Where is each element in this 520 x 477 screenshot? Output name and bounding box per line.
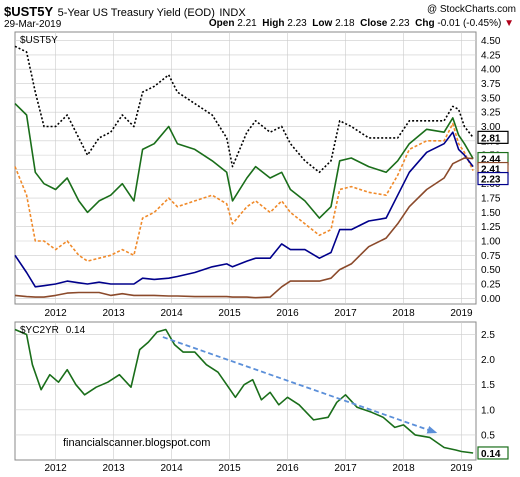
upper-x-tick-labels: 2012 2013 2014 2015 2016 2017 2018 2019 — [44, 308, 473, 319]
upper-y-tick-label: 1.50 — [481, 208, 501, 219]
upper-y-tick-label: 3.00 — [481, 122, 501, 133]
lower-last-value-text: 0.14 — [481, 449, 501, 460]
upper-x-tick-label: 2016 — [276, 308, 299, 319]
watermark: financialscanner.blogspot.com — [63, 437, 210, 449]
upper-y-tick-label: 0.75 — [481, 251, 501, 262]
upper-series-line-y10 — [14, 103, 474, 219]
close-label: Close — [360, 18, 388, 29]
quote-date: 29-Mar-2019 — [4, 19, 62, 30]
symbol: $UST5Y — [4, 4, 54, 19]
upper-panel-frame — [14, 31, 477, 305]
upper-y-tick-label: 3.75 — [481, 79, 501, 90]
lower-x-tick-labels: 2012 2013 2014 2015 2016 2017 2018 2019 — [44, 463, 473, 474]
lower-y-tick-label: 2.0 — [481, 355, 495, 366]
chg-value: -0.01 (-0.45%) — [437, 18, 502, 29]
upper-x-tick-label: 2018 — [392, 308, 415, 319]
lower-x-tick-label: 2015 — [218, 463, 241, 474]
upper-last-value-badge — [477, 171, 509, 186]
instrument-title: 5-Year US Treasury Yield (EOD) — [57, 7, 215, 19]
trend-arrow — [162, 336, 438, 434]
upper-x-tick-label: 2019 — [450, 308, 473, 319]
chart-header: $UST5Y 5-Year US Treasury Yield (EOD) IN… — [4, 2, 516, 32]
lower-series — [14, 328, 474, 454]
lower-panel-label: $YC2YR 0.14 — [20, 325, 86, 336]
upper-y-tick-label: 1.25 — [481, 222, 501, 233]
attribution: @ StockCharts.com — [426, 4, 516, 15]
upper-y-tick-label: 4.50 — [481, 36, 501, 47]
upper-last-value-badge — [477, 130, 509, 144]
exchange: INDX — [219, 7, 246, 19]
upper-x-tick-label: 2015 — [218, 308, 241, 319]
upper-series — [14, 45, 474, 299]
low-value: 2.18 — [335, 18, 355, 29]
lower-y-tick-label: 0.5 — [481, 430, 495, 441]
lower-panel-value: 0.14 — [66, 325, 86, 336]
upper-x-tick-label: 2014 — [160, 308, 183, 319]
upper-y-tick-label: 1.00 — [481, 237, 501, 248]
symbol-title: $UST5Y 5-Year US Treasury Yield (EOD) IN… — [4, 3, 246, 21]
upper-last-value-badges: 2.81 2.442.412.23 — [477, 130, 509, 186]
lower-y-tick-label: 1.5 — [481, 380, 495, 391]
lower-x-tick-label: 2014 — [160, 463, 183, 474]
lower-y-tick-label: 1.0 — [481, 405, 495, 416]
low-label: Low — [312, 18, 333, 29]
open-value: 2.21 — [237, 18, 257, 29]
open-label: Open — [208, 18, 235, 29]
lower-x-tick-label: 2016 — [276, 463, 299, 474]
down-arrow-icon: ▼ — [504, 18, 514, 29]
lower-series-line-curve — [14, 328, 474, 454]
upper-y-tick-label: 3.25 — [481, 108, 501, 119]
ohlc-line: Open 2.21 High 2.23 Low 2.18 Close 2.23 … — [209, 18, 514, 29]
upper-y-tick-label: 4.00 — [481, 65, 501, 76]
upper-y-tick-label: 3.50 — [481, 93, 501, 104]
upper-panel-label: $UST5Y — [20, 35, 58, 46]
lower-x-tick-label: 2017 — [334, 463, 357, 474]
close-value: 2.23 — [390, 18, 410, 29]
upper-last-value-text: 2.23 — [481, 175, 501, 186]
lower-x-tick-label: 2018 — [392, 463, 415, 474]
lower-x-tick-label: 2012 — [44, 463, 67, 474]
upper-y-tick-label: 0.25 — [481, 279, 501, 290]
high-value: 2.23 — [287, 18, 307, 29]
upper-x-tick-label: 2012 — [44, 308, 67, 319]
upper-y-tick-label: 1.75 — [481, 194, 501, 205]
upper-x-tick-label: 2013 — [102, 308, 125, 319]
upper-last-value-text: 2.44 — [481, 155, 501, 166]
upper-last-value-text: 2.41 — [481, 165, 501, 176]
lower-x-tick-label: 2019 — [450, 463, 473, 474]
chg-label: Chg — [415, 18, 435, 29]
upper-y-tick-label: 4.25 — [481, 50, 501, 61]
upper-series-line-y5 — [14, 122, 474, 262]
lower-y-tick-labels: 0.5 1.0 1.5 2.0 2.5 — [481, 330, 495, 441]
lower-x-tick-label: 2013 — [102, 463, 125, 474]
upper-series-line-y3m — [14, 157, 474, 299]
upper-series-line-y2 — [14, 131, 474, 288]
upper-series-line-y30 — [14, 45, 474, 174]
upper-last-value-text: 2.81 — [481, 133, 501, 144]
lower-panel-symbol: $YC2YR — [20, 325, 59, 336]
lower-annotations — [162, 336, 438, 434]
high-label: High — [262, 18, 285, 29]
lower-last-value-badges: 0.14 — [477, 446, 509, 460]
lower-last-value-badge — [477, 446, 509, 460]
lower-y-tick-label: 2.5 — [481, 330, 495, 341]
upper-y-tick-label: 0.50 — [481, 265, 501, 276]
upper-gridlines — [15, 32, 476, 304]
upper-x-tick-label: 2017 — [334, 308, 357, 319]
lower-gridlines — [15, 322, 476, 460]
upper-y-tick-label: 0.00 — [481, 294, 501, 305]
